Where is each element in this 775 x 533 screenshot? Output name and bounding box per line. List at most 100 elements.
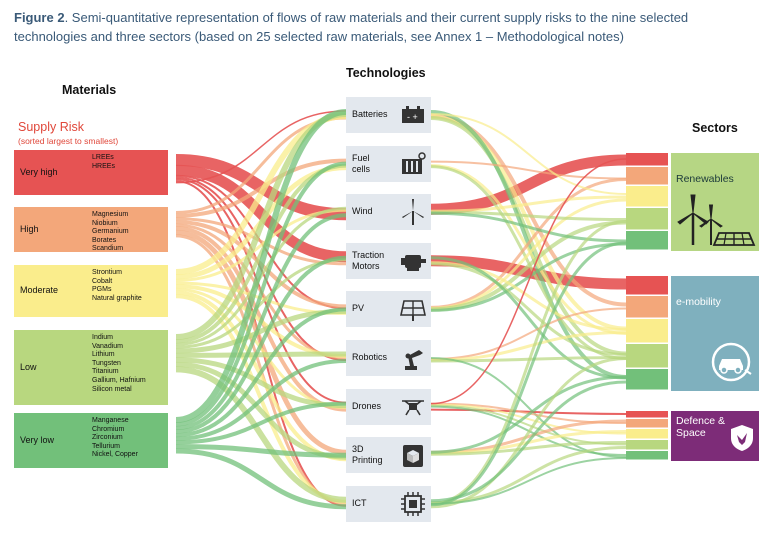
sector-risk-segment [626, 167, 668, 185]
wind-solar-icon [677, 194, 756, 246]
technology-to-sector-flow [430, 375, 627, 454]
material-to-technology-flow [175, 448, 347, 510]
sector-label: Renewables [676, 173, 734, 185]
risk-level-label: Low [20, 361, 37, 372]
sector-risk-segment [626, 153, 668, 166]
technology-motor: Traction Motors [346, 242, 431, 279]
wind-turbine-icon [399, 198, 427, 226]
technology-label: Batteries [352, 109, 388, 119]
material-to-technology-flow [175, 255, 347, 434]
technology-to-sector-flow [430, 307, 627, 360]
technology-to-sector-flow [430, 446, 627, 505]
technology-label: PV [352, 303, 365, 314]
electric-car-icon [711, 342, 752, 382]
material-group-low: Low Indium Vanadium Lithium Tungsten Tita… [14, 330, 168, 405]
risk-level-label: High [20, 223, 39, 234]
technology-to-sector-flow [430, 178, 627, 309]
technology-label: Fuel cells [352, 152, 371, 174]
technology-to-sector-flow [430, 198, 627, 310]
caption-text: . Semi-quantitative representation of fl… [14, 10, 689, 44]
technology-to-sector-flow [430, 457, 627, 505]
material-to-technology-flow [175, 213, 347, 430]
material-list: Strontium Cobalt PGMs Natural graphite [92, 269, 142, 302]
material-list: LREEs HREEs [92, 154, 115, 170]
technology-label: Robotics [352, 352, 388, 362]
technology-to-sector-flow [430, 261, 627, 331]
sector-risk-segment [626, 451, 668, 460]
technology-label: ICT [352, 497, 367, 508]
technology-to-sector-flow [430, 408, 627, 415]
technology-to-sector-flow [430, 160, 627, 180]
supply-risk-title: Supply Risk [18, 120, 84, 134]
risk-level-label: Very high [20, 166, 58, 177]
technology-solar-panel: PV [346, 291, 431, 328]
technology-battery: Batteries - + [346, 97, 431, 133]
sector-label: e-mobility [676, 296, 721, 308]
material-to-technology-flow [175, 307, 347, 438]
material-to-technology-flow [175, 109, 347, 423]
technology-to-sector-flow [430, 242, 627, 312]
technologies-header: Technologies [346, 66, 426, 80]
materials-header: Materials [62, 83, 117, 97]
material-to-technology-flow [175, 164, 347, 263]
technology-to-sector-flow [430, 113, 627, 195]
technology-to-sector-flow [430, 220, 627, 312]
supply-risk-subtitle: (sorted largest to smallest) [18, 136, 119, 146]
material-to-technology-flow [175, 110, 347, 184]
drone-icon [399, 393, 427, 421]
material-group-very-low: Very low Manganese Chromium Zirconium Tel… [14, 413, 168, 468]
sector-risk-segment [626, 186, 668, 207]
material-group-high: High Magnesium Niobium Germanium Borates … [14, 207, 168, 252]
technology-drone: Drones [346, 388, 431, 425]
technology-wind-turbine: Wind [346, 194, 431, 231]
battery-icon: - + [399, 101, 427, 129]
technology-chip: ICT [346, 485, 431, 522]
technology-to-sector-flow [430, 116, 627, 356]
material-group-moderate: Moderate Strontium Cobalt PGMs Natural gr… [14, 265, 168, 317]
technology-to-sector-flow [430, 158, 627, 405]
material-to-technology-flow [175, 366, 347, 503]
material-to-technology-flow [175, 161, 347, 427]
sector-risk-segment [626, 296, 668, 318]
figure-number: Figure 2 [14, 10, 65, 25]
shield-eagle-icon [731, 425, 753, 451]
technology-3d-printer: 3D Printing [346, 437, 431, 474]
technology-to-sector-flow [430, 256, 627, 380]
sector-electric-car: e-mobility [671, 276, 759, 391]
sector-wind-solar: Renewables [671, 153, 759, 251]
3d-printer-icon [399, 441, 427, 469]
risk-level-label: Very low [20, 434, 55, 445]
technology-to-sector-flow [430, 210, 627, 221]
sectors-header: Sectors [692, 121, 738, 135]
technology-to-sector-flow [430, 154, 627, 215]
material-to-technology-flow [175, 444, 347, 458]
sector-risk-segment [626, 419, 668, 428]
sector-label: Defence & Space [676, 415, 726, 439]
material-to-technology-flow [175, 359, 347, 441]
technology-to-sector-flow [430, 241, 627, 507]
technology-to-sector-flow [430, 331, 627, 362]
sector-risk-segment [626, 319, 668, 343]
chip-icon [399, 490, 427, 518]
svg-text:- +: - + [407, 112, 418, 122]
technology-fuel-cell: Fuel cells [346, 145, 431, 182]
sector-risk-segment [626, 411, 668, 418]
material-list: Manganese Chromium Zirconium Tellurium N… [92, 417, 138, 459]
technology-label: Traction Motors [352, 249, 385, 271]
technology-label: 3D Printing [352, 444, 383, 466]
material-to-technology-flow [175, 351, 347, 358]
material-list: Magnesium Niobium Germanium Borates Scan… [92, 211, 129, 253]
sector-risk-segment [626, 369, 668, 390]
sector-risk-bars [626, 153, 668, 460]
sector-risk-segment [626, 208, 668, 230]
sector-risk-segment [626, 344, 668, 368]
motor-icon [399, 247, 427, 275]
technology-to-sector-flow [430, 195, 627, 213]
material-list: Indium Vanadium Lithium Tungsten Titaniu… [92, 334, 146, 393]
sector-risk-segment [626, 276, 668, 295]
figure-caption: Figure 2. Semi-quantitative representati… [14, 8, 764, 46]
technology-to-sector-flow [430, 441, 627, 456]
technology-to-sector-flow [430, 262, 627, 356]
material-group-very-high: Very high LREEs HREEs [14, 150, 168, 195]
